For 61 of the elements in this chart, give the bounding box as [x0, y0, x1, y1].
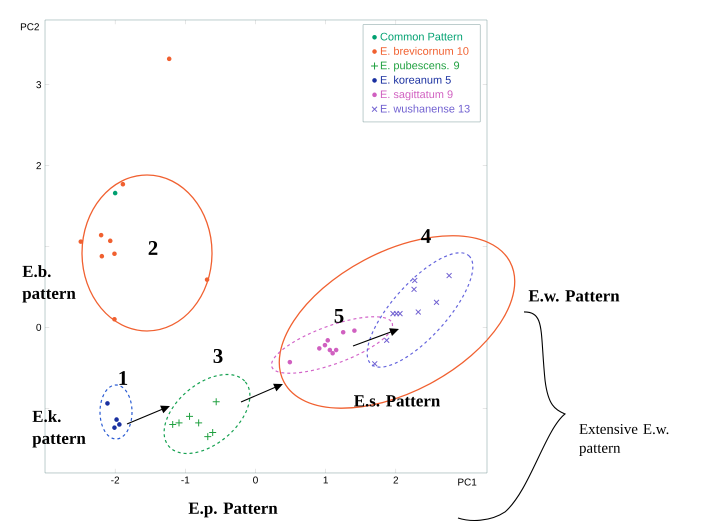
x-tick-label: 0 — [253, 476, 258, 484]
point — [112, 425, 117, 430]
y-tick-label: 3 — [36, 81, 42, 88]
annotation: 2 — [148, 241, 158, 255]
point — [120, 182, 126, 186]
point — [340, 330, 346, 335]
annotation: E.s. Pattern — [354, 395, 440, 407]
point — [415, 309, 422, 315]
point — [412, 277, 418, 284]
point — [372, 360, 378, 367]
point — [328, 348, 332, 352]
annotation: 5 — [334, 309, 344, 323]
point — [384, 337, 390, 344]
point — [325, 338, 330, 343]
y-tick-label: 0 — [36, 324, 42, 331]
point — [100, 254, 104, 258]
point — [394, 310, 400, 317]
point — [288, 360, 292, 364]
point — [204, 432, 212, 441]
point — [98, 232, 104, 238]
point — [434, 299, 440, 306]
legend-label: E. wushanense 13 — [380, 104, 470, 113]
x-tick-label: -1 — [181, 476, 190, 484]
point — [352, 328, 357, 333]
point — [166, 56, 172, 62]
point — [322, 342, 328, 348]
point — [112, 251, 117, 256]
x-axis-title: PC1 — [458, 478, 476, 486]
legend-label: E. sagittatum 9 — [380, 90, 453, 100]
point — [186, 412, 194, 420]
point — [208, 428, 217, 437]
text: E.w. Pattern — [528, 290, 620, 302]
point — [330, 350, 335, 356]
annotation: 3 — [214, 348, 223, 364]
point — [212, 398, 220, 406]
legend-label: E. koreanum 5 — [380, 76, 451, 84]
point — [317, 346, 322, 351]
x-tick-label: 2 — [394, 476, 398, 484]
point — [114, 417, 119, 422]
point — [411, 286, 418, 292]
point — [105, 401, 110, 406]
point — [446, 272, 452, 279]
text: E.p. Pattern — [188, 502, 278, 518]
legend-label: E. brevicornum 10 — [380, 46, 468, 55]
point — [168, 420, 177, 428]
point — [108, 238, 113, 244]
point — [112, 190, 118, 196]
point — [175, 418, 183, 427]
legend-label: E. pubescens. 9 — [380, 61, 460, 72]
annotation: E.k. pattern — [32, 410, 86, 448]
x-tick-label: 1 — [324, 476, 328, 484]
y-tick-label: 2 — [36, 162, 41, 170]
text: Extensive E.w. pattern — [579, 424, 668, 456]
point — [334, 348, 338, 352]
point — [194, 418, 203, 427]
legend-label: Common Pattern — [380, 32, 462, 40]
annotation: E.b. pattern — [22, 265, 76, 302]
point — [117, 422, 122, 427]
y-axis-title: PC2 — [20, 23, 39, 30]
x-tick-label: -2 — [111, 476, 120, 484]
annotation: 1 — [119, 371, 128, 385]
